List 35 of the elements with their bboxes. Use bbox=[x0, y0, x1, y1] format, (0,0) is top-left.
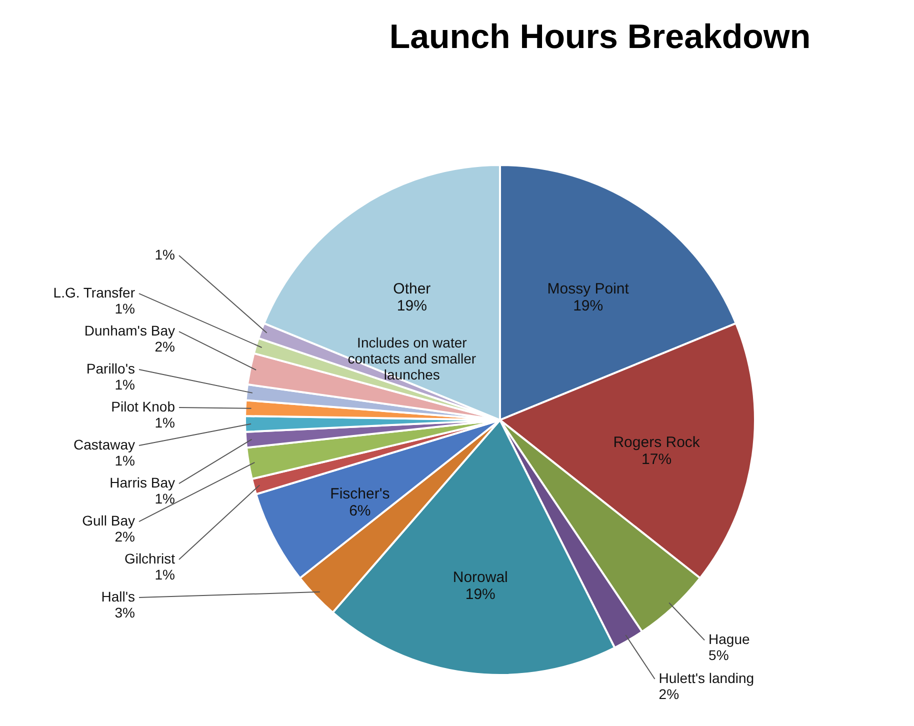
slice-label: Rogers Rock bbox=[613, 434, 700, 452]
slice-label: Harris Bay bbox=[110, 474, 175, 491]
data-label: 2% bbox=[658, 686, 680, 702]
slice-label: Gull Bay bbox=[82, 512, 135, 529]
data-label: 17% bbox=[642, 451, 672, 468]
slice-label: Dunham's Bay bbox=[84, 322, 175, 339]
slice-label: L.G. Transfer bbox=[53, 284, 136, 301]
text: Includes on water contacts and smaller launches bbox=[348, 334, 476, 383]
slice-label: Gilchrist bbox=[124, 550, 176, 567]
data-label: 1% bbox=[114, 300, 135, 317]
data-label: 1% bbox=[154, 490, 175, 507]
slice-label: Other bbox=[393, 280, 431, 298]
data-label: 6% bbox=[349, 502, 371, 520]
slice-label: Castaway bbox=[74, 436, 135, 453]
data-label: 1% bbox=[114, 452, 135, 469]
slice-label: Fischer's bbox=[330, 485, 390, 502]
slice-label: Hall's bbox=[101, 588, 135, 605]
data-label: 2% bbox=[114, 528, 135, 545]
data-label: 5% bbox=[708, 647, 729, 664]
slice-label: Parillo's bbox=[86, 360, 135, 377]
data-label: 19% bbox=[573, 298, 604, 315]
data-label: 1% bbox=[154, 414, 175, 431]
data-label: 1% bbox=[154, 566, 175, 583]
data-label: 1% bbox=[114, 376, 135, 393]
slice-label: Mossy Point bbox=[547, 280, 630, 298]
data-label: 19% bbox=[465, 586, 496, 603]
slice-label: Hulett's landing bbox=[658, 670, 754, 686]
data-label: 3% bbox=[114, 604, 135, 621]
slice-label: Norowal bbox=[452, 568, 508, 586]
slice-label: Hague bbox=[708, 631, 750, 648]
data-label: 1% bbox=[154, 246, 175, 263]
data-label: 2% bbox=[154, 338, 175, 355]
slice-label: Pilot Knob bbox=[111, 398, 176, 415]
data-label: 19% bbox=[396, 298, 427, 315]
chart-title: Launch Hours Breakdown bbox=[389, 18, 811, 56]
